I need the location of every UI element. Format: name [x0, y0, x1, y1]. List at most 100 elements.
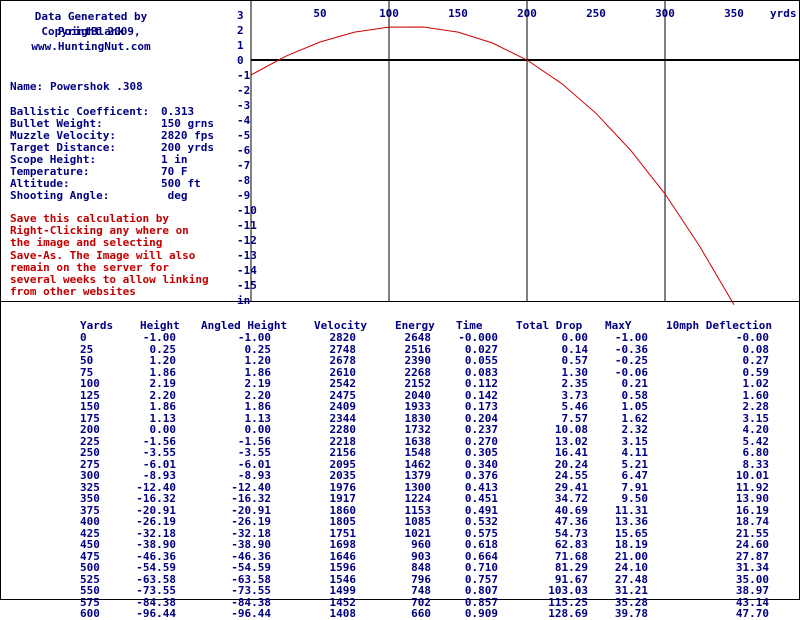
table-cell: 0.909 [464, 607, 498, 620]
table-cell: 11.92 [735, 480, 769, 494]
x-tick-label: 350 [724, 7, 744, 20]
table-cell: 10.08 [554, 423, 588, 436]
y-tick-label: 3 [237, 9, 244, 22]
y-tick-label: -13 [237, 249, 257, 262]
table-cell: 1.13 [244, 411, 272, 425]
y-tick-label: -11 [237, 219, 257, 232]
table-cell: 660 [411, 607, 431, 620]
table-cell: 5.42 [742, 434, 770, 448]
table-cell: 3.15 [742, 411, 770, 425]
table-cell: 125 [80, 388, 100, 402]
table-cell: 2.20 [149, 388, 177, 402]
table-cell: 24.55 [554, 469, 588, 482]
table-cell: 225 [80, 434, 100, 448]
table-cell: 18.19 [614, 538, 648, 551]
y-tick-label: 0 [237, 54, 244, 67]
table-cell: 960 [411, 538, 431, 551]
table-cell: 0 [80, 331, 87, 344]
table-cell: -1.00 [142, 331, 176, 344]
table-cell: -3.55 [142, 446, 176, 459]
table-cell: -38.90 [136, 538, 176, 551]
table-cell: -8.93 [142, 469, 176, 482]
table-cell: 0.575 [464, 526, 498, 540]
table-cell: 13.36 [614, 515, 648, 528]
table-cell: 11.31 [614, 503, 648, 517]
table-cell: 1153 [404, 503, 432, 517]
table-cell: 38.97 [735, 584, 769, 597]
table-cell: 1.86 [149, 365, 177, 379]
table-cell: 0.376 [464, 469, 498, 482]
table-cell: -26.19 [136, 515, 176, 528]
x-tick-label: 100 [379, 7, 399, 20]
spec-value: 1 in [161, 153, 188, 166]
table-cell: 54.73 [554, 526, 588, 540]
table-cell: 27.48 [614, 572, 648, 586]
table-cell: 1224 [404, 492, 432, 505]
table-cell: -0.25 [614, 354, 648, 367]
table-cell: 128.69 [548, 607, 588, 620]
table-cell: 2218 [329, 434, 357, 448]
x-tick-label: 50 [313, 7, 326, 20]
table-cell: 2820 [329, 331, 357, 344]
table-cell: 375 [80, 503, 100, 517]
table-cell: 1.05 [621, 400, 649, 413]
y-tick-label: -9 [237, 189, 250, 202]
table-cell: 1596 [329, 561, 357, 574]
table-cell: 1860 [329, 503, 357, 517]
table-cell: -63.58 [231, 572, 271, 586]
table-cell: 0.664 [464, 549, 498, 563]
spec-value: 0.313 [161, 105, 195, 118]
spec-label: Temperature: [10, 165, 90, 178]
table-cell: 4.20 [742, 423, 770, 436]
table-cell: 275 [80, 457, 100, 471]
table-cell: 325 [80, 480, 100, 494]
column-header-deflection: 10mph Deflection [666, 319, 772, 332]
table-cell: 2648 [404, 331, 432, 344]
table-cell: 748 [411, 584, 431, 597]
table-cell: 0.57 [561, 354, 589, 367]
x-unit-label: yrds [770, 7, 797, 20]
table-cell: 62.83 [554, 538, 588, 551]
table-cell: -12.40 [136, 480, 176, 494]
table-cell: 1499 [329, 584, 357, 597]
table-cell: 2748 [329, 342, 357, 356]
column-deflection: -0.00 0.08 0.27 0.59 1.02 1.60 2.28 3.15 4.20 5.4… [666, 332, 769, 620]
table-cell: 0.00 [149, 423, 177, 436]
table-cell: 1.13 [149, 411, 177, 425]
table-cell: 6.80 [742, 446, 770, 459]
spec-value: 70 F [161, 165, 188, 178]
spec-label: Target Distance: [10, 141, 116, 154]
y-tick-label: -2 [237, 84, 250, 97]
table-cell: 0.58 [621, 388, 649, 402]
table-cell: -63.58 [136, 572, 176, 586]
table-cell: 0.25 [149, 342, 177, 356]
table-cell: 0.08 [742, 342, 770, 356]
table-cell: -6.01 [237, 457, 271, 471]
table-cell: 1.20 [244, 354, 272, 367]
table-cell: 40.69 [554, 503, 588, 517]
table-cell: 31.34 [735, 561, 769, 574]
table-cell: -26.19 [231, 515, 271, 528]
table-cell: 21.55 [735, 526, 769, 540]
table-cell: 0.710 [464, 561, 498, 574]
table-cell: 2475 [329, 388, 357, 402]
table-cell: 8.33 [742, 457, 770, 471]
table-cell: 35.00 [735, 572, 769, 586]
column-height: -1.00 0.25 1.20 1.86 2.19 2.20 1.86 1.13 0.00 -1.… [126, 332, 176, 620]
table-cell: 0.757 [464, 572, 498, 586]
table-cell: 50 [80, 354, 94, 367]
table-cell: -54.59 [231, 561, 271, 574]
table-cell: 600 [80, 607, 100, 620]
table-cell: 0.618 [464, 538, 498, 551]
table-cell: -0.36 [614, 342, 648, 356]
table-cell: 75 [80, 365, 94, 379]
table-cell: 1646 [329, 549, 357, 563]
column-angled: -1.00 0.25 1.20 1.86 2.19 2.20 1.86 1.13 0.00 -1.… [201, 332, 271, 620]
table-cell: 1462 [404, 457, 432, 471]
y-tick-label: -12 [237, 234, 257, 247]
table-cell: 1546 [329, 572, 357, 586]
table-cell: -32.18 [231, 526, 271, 540]
table-cell: 1976 [329, 480, 357, 494]
table-cell: 903 [411, 549, 431, 563]
table-cell: 2516 [404, 342, 432, 356]
